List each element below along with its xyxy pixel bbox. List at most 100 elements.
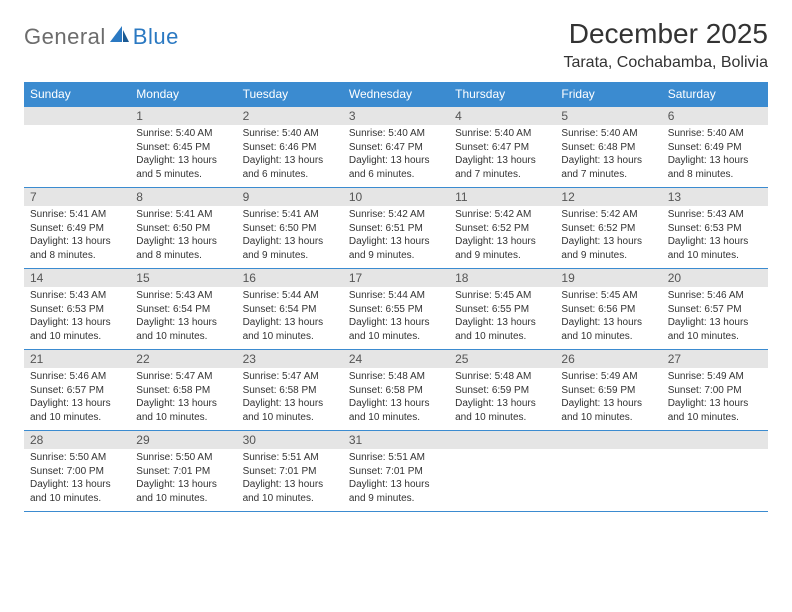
day-number: 11 <box>449 188 555 206</box>
sunrise-text: Sunrise: 5:40 AM <box>243 127 337 141</box>
logo-text-general: General <box>24 24 106 50</box>
day-number-empty <box>24 107 130 125</box>
sunrise-text: Sunrise: 5:48 AM <box>349 370 443 384</box>
day-number: 3 <box>343 107 449 125</box>
daylight-text: and 10 minutes. <box>561 330 655 344</box>
day-number: 19 <box>555 269 661 287</box>
logo: General Blue <box>24 24 179 50</box>
sunrise-text: Sunrise: 5:41 AM <box>30 208 124 222</box>
sunset-text: Sunset: 6:57 PM <box>668 303 762 317</box>
title-block: December 2025 Tarata, Cochabamba, Bolivi… <box>563 18 768 72</box>
sunset-text: Sunset: 6:59 PM <box>455 384 549 398</box>
day-number: 23 <box>237 350 343 368</box>
sunset-text: Sunset: 6:52 PM <box>455 222 549 236</box>
sunset-text: Sunset: 6:58 PM <box>136 384 230 398</box>
day-number: 30 <box>237 431 343 449</box>
calendar-day-cell: 21Sunrise: 5:46 AMSunset: 6:57 PMDayligh… <box>24 350 130 431</box>
sunrise-text: Sunrise: 5:50 AM <box>136 451 230 465</box>
calendar-table: Sunday Monday Tuesday Wednesday Thursday… <box>24 82 768 512</box>
day-number: 28 <box>24 431 130 449</box>
day-body: Sunrise: 5:50 AMSunset: 7:01 PMDaylight:… <box>130 449 236 509</box>
daylight-text: Daylight: 13 hours <box>349 235 443 249</box>
day-number: 6 <box>662 107 768 125</box>
calendar-day-cell: 12Sunrise: 5:42 AMSunset: 6:52 PMDayligh… <box>555 188 661 269</box>
day-body-empty <box>662 449 768 509</box>
daylight-text: Daylight: 13 hours <box>243 154 337 168</box>
calendar-day-cell: 18Sunrise: 5:45 AMSunset: 6:55 PMDayligh… <box>449 269 555 350</box>
daylight-text: and 6 minutes. <box>243 168 337 182</box>
day-number: 26 <box>555 350 661 368</box>
day-number: 10 <box>343 188 449 206</box>
sunset-text: Sunset: 6:50 PM <box>243 222 337 236</box>
day-body: Sunrise: 5:42 AMSunset: 6:51 PMDaylight:… <box>343 206 449 266</box>
calendar-week-row: 28Sunrise: 5:50 AMSunset: 7:00 PMDayligh… <box>24 431 768 512</box>
daylight-text: Daylight: 13 hours <box>30 478 124 492</box>
calendar-week-row: 1Sunrise: 5:40 AMSunset: 6:45 PMDaylight… <box>24 107 768 188</box>
calendar-day-cell: 5Sunrise: 5:40 AMSunset: 6:48 PMDaylight… <box>555 107 661 188</box>
daylight-text: and 10 minutes. <box>30 492 124 506</box>
sunrise-text: Sunrise: 5:40 AM <box>455 127 549 141</box>
day-number: 29 <box>130 431 236 449</box>
daylight-text: and 5 minutes. <box>136 168 230 182</box>
calendar-week-row: 14Sunrise: 5:43 AMSunset: 6:53 PMDayligh… <box>24 269 768 350</box>
day-number: 17 <box>343 269 449 287</box>
day-body: Sunrise: 5:49 AMSunset: 7:00 PMDaylight:… <box>662 368 768 428</box>
calendar-week-row: 7Sunrise: 5:41 AMSunset: 6:49 PMDaylight… <box>24 188 768 269</box>
daylight-text: Daylight: 13 hours <box>243 478 337 492</box>
calendar-day-cell <box>24 107 130 188</box>
daylight-text: and 10 minutes. <box>561 411 655 425</box>
weekday-header: Thursday <box>449 82 555 107</box>
day-body: Sunrise: 5:51 AMSunset: 7:01 PMDaylight:… <box>343 449 449 509</box>
daylight-text: Daylight: 13 hours <box>561 397 655 411</box>
calendar-day-cell: 13Sunrise: 5:43 AMSunset: 6:53 PMDayligh… <box>662 188 768 269</box>
sunset-text: Sunset: 6:49 PM <box>668 141 762 155</box>
weekday-header-row: Sunday Monday Tuesday Wednesday Thursday… <box>24 82 768 107</box>
day-body: Sunrise: 5:43 AMSunset: 6:53 PMDaylight:… <box>662 206 768 266</box>
day-body: Sunrise: 5:51 AMSunset: 7:01 PMDaylight:… <box>237 449 343 509</box>
sunrise-text: Sunrise: 5:42 AM <box>349 208 443 222</box>
sunset-text: Sunset: 6:54 PM <box>136 303 230 317</box>
day-body: Sunrise: 5:46 AMSunset: 6:57 PMDaylight:… <box>662 287 768 347</box>
daylight-text: Daylight: 13 hours <box>243 235 337 249</box>
calendar-day-cell: 15Sunrise: 5:43 AMSunset: 6:54 PMDayligh… <box>130 269 236 350</box>
daylight-text: and 10 minutes. <box>30 330 124 344</box>
calendar-day-cell: 10Sunrise: 5:42 AMSunset: 6:51 PMDayligh… <box>343 188 449 269</box>
day-number: 14 <box>24 269 130 287</box>
sunset-text: Sunset: 7:01 PM <box>136 465 230 479</box>
daylight-text: and 10 minutes. <box>668 249 762 263</box>
sunrise-text: Sunrise: 5:42 AM <box>455 208 549 222</box>
month-title: December 2025 <box>563 18 768 50</box>
day-number: 1 <box>130 107 236 125</box>
day-body: Sunrise: 5:45 AMSunset: 6:56 PMDaylight:… <box>555 287 661 347</box>
daylight-text: Daylight: 13 hours <box>30 316 124 330</box>
calendar-week-row: 21Sunrise: 5:46 AMSunset: 6:57 PMDayligh… <box>24 350 768 431</box>
calendar-day-cell <box>662 431 768 512</box>
day-number: 9 <box>237 188 343 206</box>
day-body: Sunrise: 5:47 AMSunset: 6:58 PMDaylight:… <box>130 368 236 428</box>
day-body: Sunrise: 5:42 AMSunset: 6:52 PMDaylight:… <box>449 206 555 266</box>
sunset-text: Sunset: 6:46 PM <box>243 141 337 155</box>
calendar-day-cell: 29Sunrise: 5:50 AMSunset: 7:01 PMDayligh… <box>130 431 236 512</box>
weekday-header: Wednesday <box>343 82 449 107</box>
daylight-text: and 10 minutes. <box>136 330 230 344</box>
sunset-text: Sunset: 6:53 PM <box>30 303 124 317</box>
sunrise-text: Sunrise: 5:51 AM <box>349 451 443 465</box>
calendar-day-cell: 26Sunrise: 5:49 AMSunset: 6:59 PMDayligh… <box>555 350 661 431</box>
daylight-text: and 8 minutes. <box>30 249 124 263</box>
daylight-text: and 7 minutes. <box>561 168 655 182</box>
sunset-text: Sunset: 6:51 PM <box>349 222 443 236</box>
sunrise-text: Sunrise: 5:41 AM <box>136 208 230 222</box>
day-number-empty <box>555 431 661 449</box>
sunrise-text: Sunrise: 5:49 AM <box>668 370 762 384</box>
day-body: Sunrise: 5:44 AMSunset: 6:54 PMDaylight:… <box>237 287 343 347</box>
sunset-text: Sunset: 7:01 PM <box>243 465 337 479</box>
daylight-text: Daylight: 13 hours <box>349 316 443 330</box>
day-number: 24 <box>343 350 449 368</box>
day-body: Sunrise: 5:48 AMSunset: 6:59 PMDaylight:… <box>449 368 555 428</box>
daylight-text: and 9 minutes. <box>349 492 443 506</box>
daylight-text: and 7 minutes. <box>455 168 549 182</box>
sunrise-text: Sunrise: 5:49 AM <box>561 370 655 384</box>
sunrise-text: Sunrise: 5:40 AM <box>349 127 443 141</box>
weekday-header: Monday <box>130 82 236 107</box>
sunrise-text: Sunrise: 5:44 AM <box>349 289 443 303</box>
